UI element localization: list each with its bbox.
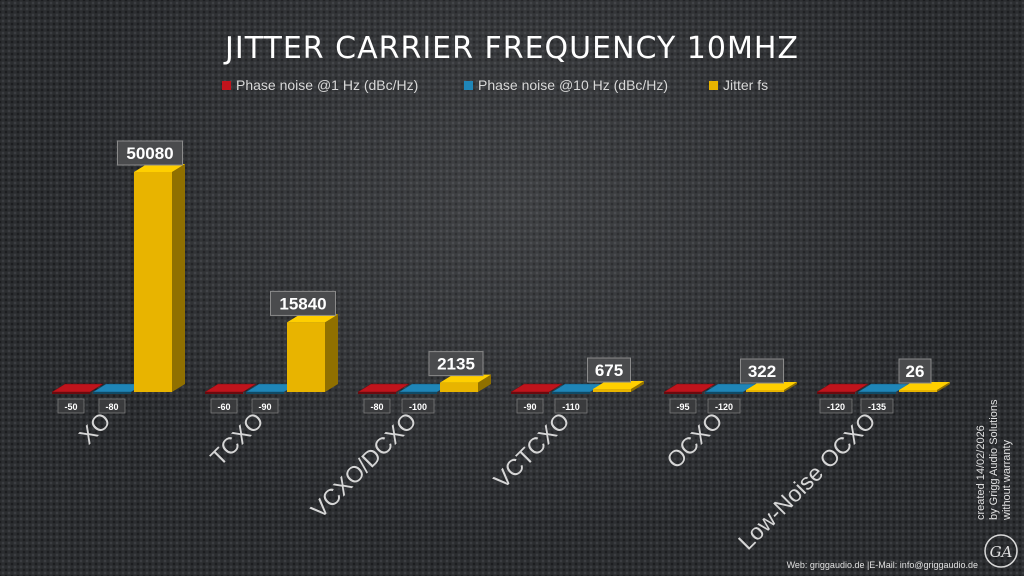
data-label-phase-noise-10-hz-dbc-hz-xo: -80 (105, 402, 118, 412)
data-label-jitter-xo: 50080 (126, 144, 173, 163)
bar-jitter-fs-ocxo (746, 390, 784, 392)
bar-edge-phase-noise-10-hz-dbc-hz-vctcxo (552, 392, 590, 394)
data-label-box-phase-noise-1-hz-dbc-hz-vcxo-dcxo (363, 398, 391, 414)
data-label-jitter-tcxo: 15840 (279, 294, 326, 313)
data-label-phase-noise-10-hz-dbc-hz-vcxo-dcxo: -100 (409, 402, 427, 412)
category-labels: XO TCXO VCXO/DCXO VCTCXO OCXO Low-Noise OCXO (74, 407, 881, 555)
category-label-vcxo-dcxo: VCXO/DCXO (306, 407, 422, 523)
bar-edge-phase-noise-10-hz-dbc-hz-vcxo-dcxo (399, 392, 437, 394)
chart-legend: Phase noise @1 Hz (dBc/Hz) Phase noise @1… (222, 77, 768, 93)
bar-top-jitter-xo (134, 164, 185, 172)
data-label-phase-noise-1-hz-dbc-hz-ocxo: -95 (676, 402, 689, 412)
category-group-low-noise-ocxo: -120 -135 26 (816, 358, 950, 414)
legend-swatch-jitter-fs (709, 81, 718, 90)
bar-top-jitter-vctcxo (593, 381, 644, 390)
data-label-box-phase-noise-10-hz-dbc-hz-xo (98, 398, 126, 414)
category-group-xo: -50 -80 50080 (51, 140, 185, 414)
bar-jitter-fs-xo (134, 172, 172, 392)
data-label-phase-noise-10-hz-dbc-hz-tcxo: -90 (258, 402, 271, 412)
bar-jitter-fs-tcxo (287, 322, 325, 392)
bar-side-jitter-vctcxo (631, 381, 644, 392)
category-label-tcxo: TCXO (205, 407, 269, 471)
legend-label-phase-noise-1-hz-dbc-hz: Phase noise @1 Hz (dBc/Hz) (236, 77, 418, 93)
legend-label-jitter-fs: Jitter fs (723, 77, 768, 93)
bar-side-jitter-ocxo (784, 382, 797, 392)
chart-title: JITTER CARRIER FREQUENCY 10MHZ (223, 31, 799, 66)
category-label-vctcxo: VCTCXO (488, 407, 574, 493)
bar-edge-phase-noise-10-hz-dbc-hz-tcxo (246, 392, 284, 394)
data-label-box-phase-noise-10-hz-dbc-hz-vctcxo (554, 398, 588, 414)
bar-top-jitter-vcxo-dcxo (440, 374, 491, 383)
data-label-box-phase-noise-1-hz-dbc-hz-tcxo (210, 398, 238, 414)
data-label-box-phase-noise-10-hz-dbc-hz-vcxo-dcxo (401, 398, 435, 414)
category-group-vctcxo: -90 -110 675 (510, 357, 644, 414)
bar-side-jitter-vcxo-dcxo (478, 374, 491, 392)
logo-letters: GA (990, 543, 1013, 561)
data-label-box-jitter-low-noise-ocxo (898, 358, 932, 384)
bar-edge-phase-noise-1-hz-dbc-hz-low-noise-ocxo (817, 392, 855, 394)
bar-top-jitter-low-noise-ocxo (899, 382, 950, 390)
data-label-box-jitter-vcxo-dcxo (428, 351, 484, 377)
bar-edge-phase-noise-1-hz-dbc-hz-vcxo-dcxo (358, 392, 396, 394)
side-note-warranty: without warranty (1001, 439, 1013, 521)
side-note-author: by Grigg Audio Solutions (988, 399, 1000, 520)
category-label-low-noise-ocxo: Low-Noise OCXO (733, 407, 881, 555)
bar-edge-phase-noise-10-hz-dbc-hz-xo (93, 392, 131, 394)
bar-jitter-fs-low-noise-ocxo (899, 390, 937, 392)
category-group-tcxo: -60 -90 15840 (204, 290, 338, 414)
data-label-box-phase-noise-1-hz-dbc-hz-ocxo (669, 398, 697, 414)
data-label-phase-noise-1-hz-dbc-hz-vctcxo: -90 (523, 402, 536, 412)
data-label-phase-noise-1-hz-dbc-hz-tcxo: -60 (217, 402, 230, 412)
bar-edge-phase-noise-10-hz-dbc-hz-low-noise-ocxo (858, 392, 896, 394)
data-label-box-phase-noise-1-hz-dbc-hz-vctcxo (516, 398, 544, 414)
data-label-box-phase-noise-10-hz-dbc-hz-ocxo (707, 398, 741, 414)
category-label-ocxo: OCXO (661, 407, 727, 473)
footer-contact: Web: griggaudio.de |E-Mail: info@griggau… (787, 560, 978, 570)
data-label-jitter-vctcxo: 675 (595, 361, 623, 380)
data-label-box-jitter-xo (117, 140, 183, 166)
data-label-jitter-vcxo-dcxo: 2135 (437, 355, 475, 374)
data-label-box-phase-noise-1-hz-dbc-hz-xo (57, 398, 85, 414)
side-note: created 14/02/2026 by Grigg Audio Soluti… (975, 399, 1013, 521)
bar-edge-phase-noise-1-hz-dbc-hz-xo (52, 392, 90, 394)
data-label-box-jitter-tcxo (270, 290, 336, 316)
bar-edge-phase-noise-10-hz-dbc-hz-ocxo (705, 392, 743, 394)
plot-area: -50 -80 50080 -60 -90 15840 -80 -100 2135 -90 -110… (51, 140, 950, 414)
category-label-xo: XO (74, 407, 116, 449)
legend-swatch-phase-noise-10-hz-dbc-hz (464, 81, 473, 90)
data-label-box-phase-noise-10-hz-dbc-hz-low-noise-ocxo (860, 398, 894, 414)
data-label-box-phase-noise-1-hz-dbc-hz-low-noise-ocxo (819, 398, 853, 414)
data-label-phase-noise-10-hz-dbc-hz-vctcxo: -110 (562, 402, 580, 412)
bar-edge-phase-noise-1-hz-dbc-hz-vctcxo (511, 392, 549, 394)
bar-side-jitter-low-noise-ocxo (937, 382, 950, 392)
bar-edge-phase-noise-1-hz-dbc-hz-tcxo (205, 392, 243, 394)
data-label-phase-noise-1-hz-dbc-hz-low-noise-ocxo: -120 (827, 402, 845, 412)
category-group-ocxo: -95 -120 322 (663, 358, 797, 414)
data-label-box-jitter-ocxo (740, 358, 784, 384)
bar-edge-phase-noise-1-hz-dbc-hz-ocxo (664, 392, 702, 394)
data-label-phase-noise-1-hz-dbc-hz-xo: -50 (64, 402, 77, 412)
bar-top-jitter-ocxo (746, 382, 797, 390)
legend-swatch-phase-noise-1-hz-dbc-hz (222, 81, 231, 90)
category-group-vcxo-dcxo: -80 -100 2135 (357, 351, 491, 414)
bar-top-jitter-tcxo (287, 314, 338, 323)
bar-jitter-fs-vcxo-dcxo (440, 382, 478, 392)
bar-side-jitter-tcxo (325, 314, 338, 392)
griggaudio-logo: GA (984, 534, 1018, 568)
data-label-phase-noise-10-hz-dbc-hz-low-noise-ocxo: -135 (868, 402, 886, 412)
side-note-created: created 14/02/2026 (975, 425, 987, 520)
data-label-box-jitter-vctcxo (587, 357, 631, 383)
bar-jitter-fs-vctcxo (593, 389, 631, 392)
bar-side-jitter-xo (172, 164, 185, 392)
data-label-jitter-low-noise-ocxo: 26 (906, 362, 925, 381)
data-label-phase-noise-10-hz-dbc-hz-ocxo: -120 (715, 402, 733, 412)
data-label-box-phase-noise-10-hz-dbc-hz-tcxo (251, 398, 279, 414)
data-label-phase-noise-1-hz-dbc-hz-vcxo-dcxo: -80 (370, 402, 383, 412)
data-label-jitter-ocxo: 322 (748, 362, 776, 381)
legend-label-phase-noise-10-hz-dbc-hz: Phase noise @10 Hz (dBc/Hz) (478, 77, 668, 93)
